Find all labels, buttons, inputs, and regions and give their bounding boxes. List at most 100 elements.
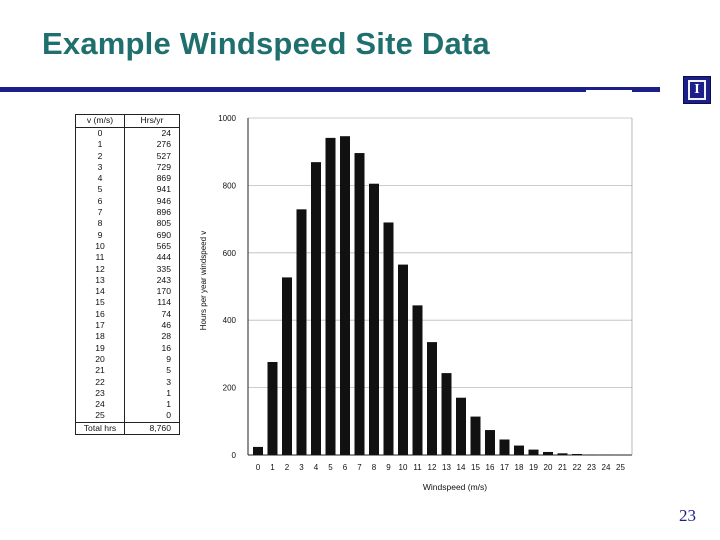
bar — [253, 446, 263, 455]
table-total-row: Total hrs 8,760 — [75, 421, 180, 436]
table-row: 22 3 — [75, 376, 180, 388]
x-tick-label: 2 — [285, 463, 290, 472]
bar — [282, 277, 292, 455]
x-tick-label: 20 — [544, 463, 553, 472]
hours-cell: 946 — [124, 195, 180, 208]
hours-cell: 690 — [124, 229, 180, 241]
x-tick-label: 10 — [399, 463, 408, 472]
hours-cell: 869 — [124, 173, 180, 185]
x-tick-label: 23 — [587, 463, 596, 472]
table-row: 11 444 — [75, 252, 180, 264]
table-row: 6 946 — [75, 195, 180, 208]
title-rule-gap — [586, 90, 632, 92]
x-axis-label: Windspeed (m/s) — [423, 482, 487, 492]
y-tick-label: 1000 — [218, 114, 236, 123]
hours-cell: 1 — [124, 387, 180, 400]
bar — [528, 449, 539, 455]
hours-cell: 276 — [124, 139, 180, 151]
table-row: 0 24 — [75, 127, 180, 140]
y-tick-label: 200 — [223, 384, 237, 393]
y-tick-label: 400 — [223, 316, 237, 325]
university-logo: I — [683, 76, 711, 104]
slide-title: Example Windspeed Site Data — [42, 26, 490, 61]
table-row: 25 0 — [75, 410, 180, 423]
x-tick-label: 24 — [602, 463, 611, 472]
bar — [470, 416, 481, 455]
table-row: 7 896 — [75, 207, 180, 219]
bar — [499, 439, 510, 455]
table-row: 9 690 — [75, 229, 180, 241]
x-tick-label: 13 — [442, 463, 451, 472]
table-row: 8 805 — [75, 218, 180, 230]
hours-cell: 243 — [124, 274, 180, 287]
table-row: 4 869 — [75, 173, 180, 185]
table-row: 20 9 — [75, 353, 180, 366]
page-number: 23 — [679, 506, 696, 525]
hours-cell: 74 — [124, 308, 180, 321]
windspeed-table: v (m/s) Hrs/yr 0 24 1 276 2 527 3 729 4 869 5 941 6 9… — [75, 114, 180, 436]
hours-cell: 729 — [124, 161, 180, 174]
table-row: 10 565 — [75, 240, 180, 253]
table-row: 3 729 — [75, 161, 180, 174]
hours-cell: 170 — [124, 286, 180, 298]
table-row: 21 5 — [75, 365, 180, 377]
table-row: 24 1 — [75, 399, 180, 411]
bar — [311, 162, 321, 455]
y-tick-label: 0 — [232, 451, 237, 460]
hours-cell: 46 — [124, 320, 180, 332]
column-header-speed: v (m/s) — [75, 114, 125, 128]
x-tick-label: 0 — [256, 463, 261, 472]
hours-cell: 565 — [124, 240, 180, 253]
logo-glyph: I — [688, 80, 706, 100]
bar — [398, 264, 408, 455]
table-row: 14 170 — [75, 286, 180, 298]
hours-cell: 527 — [124, 150, 180, 162]
table-row: 12 335 — [75, 263, 180, 275]
hours-cell: 1 — [124, 399, 180, 411]
x-tick-label: 14 — [457, 463, 466, 472]
hours-cell: 9 — [124, 353, 180, 366]
bar — [441, 373, 452, 455]
bar — [543, 451, 553, 455]
x-tick-label: 18 — [515, 463, 524, 472]
hours-cell: 941 — [124, 184, 180, 196]
bar — [485, 430, 495, 455]
table-row: 17 46 — [75, 320, 180, 332]
hours-cell: 5 — [124, 365, 180, 377]
x-tick-label: 11 — [413, 463, 422, 472]
hours-cell: 114 — [124, 297, 180, 309]
x-tick-label: 7 — [357, 463, 362, 472]
column-header-hours: Hrs/yr — [124, 114, 180, 128]
bar — [340, 136, 350, 455]
y-tick-label: 600 — [223, 249, 237, 258]
x-tick-label: 15 — [471, 463, 480, 472]
table-row: 1 276 — [75, 139, 180, 151]
y-axis-label: Hours per year windspeed v — [199, 231, 208, 331]
hours-cell: 896 — [124, 207, 180, 219]
bar — [369, 183, 379, 455]
bar — [514, 445, 524, 455]
hours-cell: 3 — [124, 376, 180, 388]
hours-cell: 444 — [124, 252, 180, 264]
x-tick-label: 8 — [372, 463, 377, 472]
bar — [427, 342, 437, 455]
x-tick-label: 9 — [386, 463, 391, 472]
bar — [267, 361, 278, 455]
table-row: 13 243 — [75, 274, 180, 287]
x-tick-label: 6 — [343, 463, 348, 472]
x-tick-label: 21 — [558, 463, 567, 472]
y-tick-label: 800 — [223, 181, 237, 190]
x-tick-label: 19 — [529, 463, 538, 472]
hours-cell: 24 — [124, 127, 180, 140]
hours-cell: 335 — [124, 263, 180, 275]
x-tick-label: 1 — [270, 463, 275, 472]
table-row: 19 16 — [75, 342, 180, 354]
bar — [383, 222, 394, 455]
x-tick-label: 22 — [573, 463, 582, 472]
x-tick-label: 16 — [486, 463, 495, 472]
x-tick-label: 5 — [328, 463, 333, 472]
table-row: 5 941 — [75, 184, 180, 196]
total-value: 8,760 — [124, 421, 180, 436]
table-row: 15 114 — [75, 297, 180, 309]
